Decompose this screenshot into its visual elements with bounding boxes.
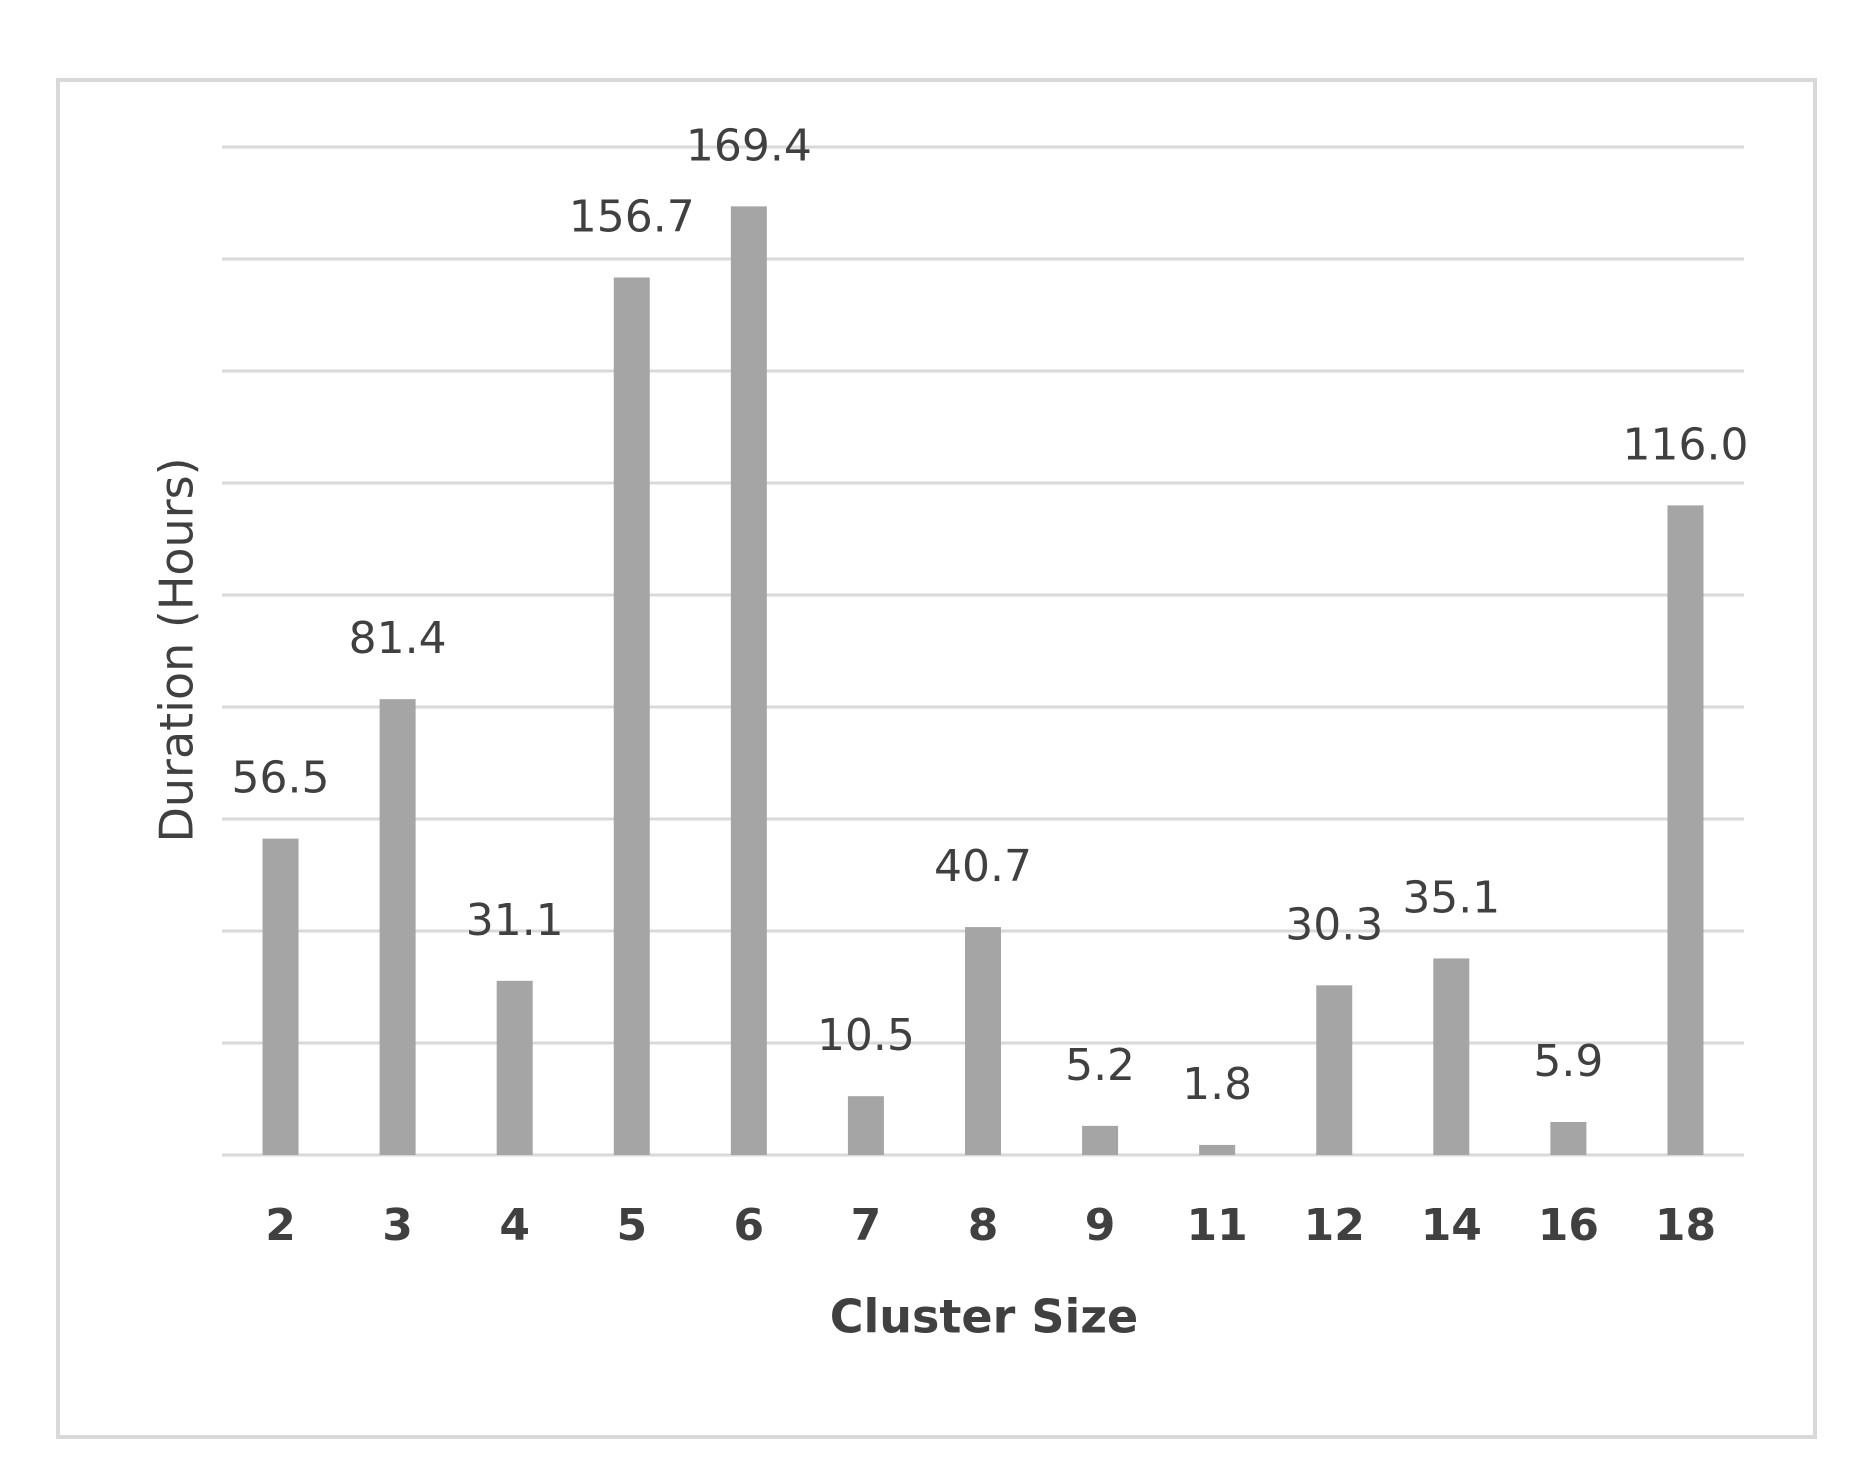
x-tick-label: 9 — [1085, 1200, 1116, 1251]
value-label: 10.5 — [817, 1010, 915, 1061]
value-label: 169.4 — [686, 120, 812, 171]
bar — [1082, 1125, 1119, 1155]
y-axis-label: Duration (Hours) — [150, 457, 204, 842]
x-tick-label: 6 — [734, 1200, 765, 1251]
bar — [613, 277, 650, 1156]
value-label: 5.9 — [1533, 1036, 1603, 1087]
value-label: 81.4 — [349, 613, 447, 664]
value-label: 116.0 — [1622, 419, 1748, 470]
x-tick-label: 8 — [968, 1200, 999, 1251]
x-tick-label: 16 — [1538, 1200, 1599, 1251]
x-tick-label: 18 — [1655, 1200, 1716, 1251]
x-tick-label: 3 — [382, 1200, 413, 1251]
x-axis-label: Cluster Size — [830, 1290, 1138, 1344]
bar — [847, 1096, 884, 1155]
bar — [379, 699, 416, 1155]
bar — [1667, 505, 1704, 1155]
x-tick-label: 2 — [265, 1200, 296, 1251]
value-label: 156.7 — [569, 191, 695, 242]
bar — [1433, 958, 1470, 1155]
value-label: 56.5 — [232, 753, 330, 804]
value-label: 31.1 — [466, 895, 564, 946]
bar — [965, 927, 1001, 1155]
value-label: 30.3 — [1285, 899, 1383, 950]
value-label: 35.1 — [1402, 872, 1500, 923]
bar — [262, 838, 299, 1155]
bar — [730, 206, 767, 1156]
x-tick-label: 7 — [851, 1200, 882, 1251]
x-tick-label: 4 — [499, 1200, 530, 1251]
x-tick-label: 14 — [1421, 1200, 1482, 1251]
bar — [1316, 985, 1353, 1155]
x-tick-label: 5 — [616, 1200, 647, 1251]
bar — [496, 980, 533, 1155]
value-label: 1.8 — [1182, 1059, 1252, 1110]
value-label: 40.7 — [934, 841, 1032, 892]
bar — [1199, 1144, 1236, 1155]
bar — [1550, 1121, 1587, 1155]
x-tick-label: 11 — [1187, 1200, 1248, 1251]
chart-border — [56, 78, 1817, 1439]
value-label: 5.2 — [1065, 1040, 1135, 1091]
x-tick-label: 12 — [1304, 1200, 1365, 1251]
